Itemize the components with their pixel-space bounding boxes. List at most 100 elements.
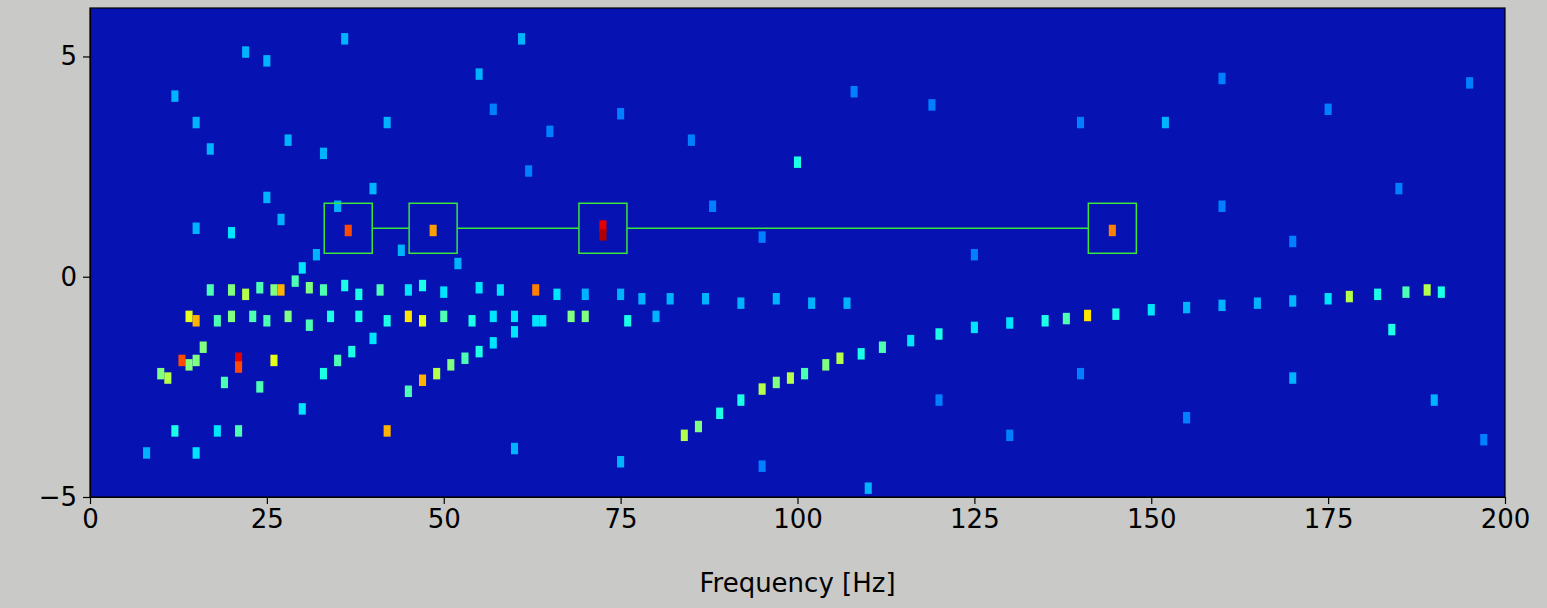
tick: −5: [39, 482, 90, 512]
heat-cell: [518, 33, 525, 44]
tick-label: −5: [39, 482, 77, 512]
axis-line: [90, 9, 91, 498]
heat-cell: [843, 297, 850, 308]
heat-cell: [476, 282, 483, 293]
heat-cell: [171, 425, 178, 436]
heat-cell: [759, 231, 766, 242]
heat-cell: [490, 104, 497, 115]
harmonic-link: [627, 228, 1088, 230]
tick: 0: [82, 497, 99, 534]
heat-cell: [716, 408, 723, 419]
heat-cell: [1424, 284, 1431, 295]
heat-cell: [935, 394, 942, 405]
heat-cell: [419, 375, 426, 386]
heat-cell: [1084, 310, 1091, 321]
tick-mark: [444, 497, 445, 504]
tick: 100: [773, 497, 823, 534]
heat-cell: [398, 245, 405, 256]
heat-cell: [235, 361, 242, 372]
heat-cell: [1325, 104, 1332, 115]
heat-cell: [476, 68, 483, 79]
heat-cell: [214, 315, 221, 326]
heat-cell: [928, 99, 935, 110]
heat-cell: [1402, 286, 1409, 297]
chart: 0255075100125150175200−505Frequency [Hz]: [0, 0, 1547, 608]
heat-cell: [1438, 286, 1445, 297]
heat-cell: [235, 425, 242, 436]
heat-cell: [143, 447, 150, 458]
heat-cell: [164, 372, 171, 383]
heat-cell: [345, 225, 352, 236]
harmonic-box: [409, 203, 457, 253]
heat-cell: [270, 284, 277, 295]
heat-cell: [263, 315, 270, 326]
heat-cell: [553, 289, 560, 300]
heat-cell: [178, 355, 185, 366]
heat-cell: [737, 297, 744, 308]
heat-cell: [348, 346, 355, 357]
heat-cell: [617, 289, 624, 300]
heat-cell: [787, 372, 794, 383]
heat-cell: [539, 315, 546, 326]
tick: 25: [251, 497, 284, 534]
heat-cell: [270, 355, 277, 366]
heat-cell: [263, 55, 270, 66]
heat-cell: [865, 482, 872, 493]
heat-cell: [638, 293, 645, 304]
heat-cell: [1183, 302, 1190, 313]
heat-cell: [1431, 394, 1438, 405]
heat-cell: [1077, 368, 1084, 379]
heat-cell: [221, 377, 228, 388]
tick-label: 25: [251, 504, 284, 534]
heat-cell: [1162, 117, 1169, 128]
heat-cell: [667, 293, 674, 304]
heat-cell: [405, 311, 412, 322]
heat-cell: [858, 348, 865, 359]
heat-cell: [582, 311, 589, 322]
heat-cell: [405, 386, 412, 397]
harmonic-link: [457, 228, 579, 230]
plot-frame: [90, 8, 1505, 497]
plot-area: [143, 33, 1487, 494]
heat-cell: [193, 223, 200, 234]
heat-cell: [306, 282, 313, 293]
heat-cell: [617, 456, 624, 467]
heat-cell: [681, 430, 688, 441]
tick-mark: [974, 497, 975, 504]
heat-cell: [1148, 304, 1155, 315]
heat-cell: [737, 394, 744, 405]
heat-cell: [469, 315, 476, 326]
heat-cell: [1183, 412, 1190, 423]
heat-cell: [1480, 434, 1487, 445]
heat-cell: [193, 315, 200, 326]
harmonic-link: [372, 228, 409, 230]
heat-cell: [461, 353, 468, 364]
heat-cell: [935, 328, 942, 339]
heat-cell: [454, 258, 461, 269]
heat-cell: [836, 353, 843, 364]
heat-cell: [1112, 308, 1119, 319]
heat-cell: [1006, 430, 1013, 441]
heat-cell: [384, 425, 391, 436]
tick: 0: [60, 262, 90, 292]
tick: 125: [950, 497, 1000, 534]
heat-cell: [440, 286, 447, 297]
heat-cell: [249, 311, 256, 322]
heat-cell: [1346, 291, 1353, 302]
heat-cell: [709, 201, 716, 212]
heat-cell: [341, 33, 348, 44]
heat-cell: [228, 311, 235, 322]
heat-cell: [193, 117, 200, 128]
heat-cell: [193, 447, 200, 458]
heat-cell: [433, 368, 440, 379]
heat-cell: [759, 460, 766, 471]
tick: 75: [605, 497, 638, 534]
heat-cell: [1218, 201, 1225, 212]
tick: 175: [1304, 497, 1354, 534]
heat-cell: [377, 284, 384, 295]
heat-cell: [773, 377, 780, 388]
x-axis-title: Frequency [Hz]: [699, 568, 895, 598]
tick-mark: [1505, 497, 1506, 504]
tick-label: 100: [773, 504, 823, 534]
heat-cell: [313, 249, 320, 260]
